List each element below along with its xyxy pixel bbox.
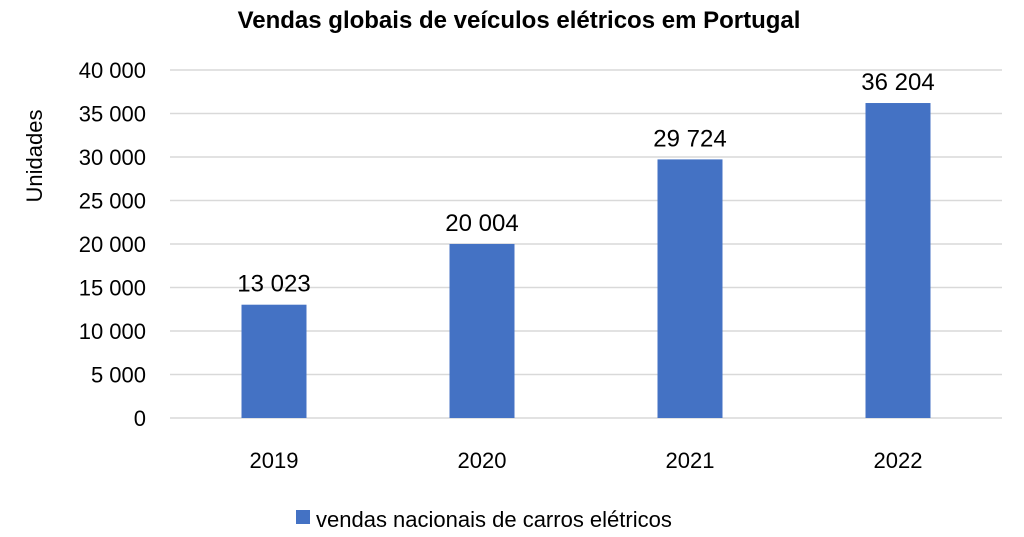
y-tick-label: 20 000 [79,232,146,257]
y-tick-label: 15 000 [79,276,146,301]
x-tick-labels: 2019 2020 2021 2022 [250,448,923,473]
y-tick-label: 30 000 [79,145,146,170]
data-label: 13 023 [237,271,310,298]
x-tick-label: 2022 [874,448,923,473]
y-tick-label: 5 000 [91,363,146,388]
bars [241,103,931,419]
legend: vendas nacionais de carros elétricos [296,507,672,532]
data-label: 20 004 [445,210,518,237]
chart-title: Vendas globais de veículos elétricos em … [238,7,801,34]
y-tick-label: 35 000 [79,102,146,127]
x-tick-label: 2021 [666,448,715,473]
x-tick-label: 2020 [458,448,507,473]
y-tick-label: 10 000 [79,319,146,344]
data-label: 36 204 [861,69,934,96]
x-tick-label: 2019 [250,448,299,473]
y-axis-label: Unidades [22,110,47,203]
y-tick-label: 0 [134,406,146,431]
bar [657,159,723,419]
y-tick-label: 40 000 [79,58,146,83]
legend-swatch [296,510,310,524]
y-tick-labels: 0 5 000 10 000 15 000 20 000 25 000 30 000 35 0… [79,58,146,431]
y-tick-label: 25 000 [79,189,146,214]
data-labels: 13 023 20 004 29 724 36 204 [237,69,934,298]
bar [865,103,931,418]
data-label: 29 724 [653,125,726,152]
bar [241,304,307,418]
bar [449,243,515,418]
gridlines [170,69,1002,419]
legend-label: vendas nacionais de carros elétricos [316,507,672,532]
